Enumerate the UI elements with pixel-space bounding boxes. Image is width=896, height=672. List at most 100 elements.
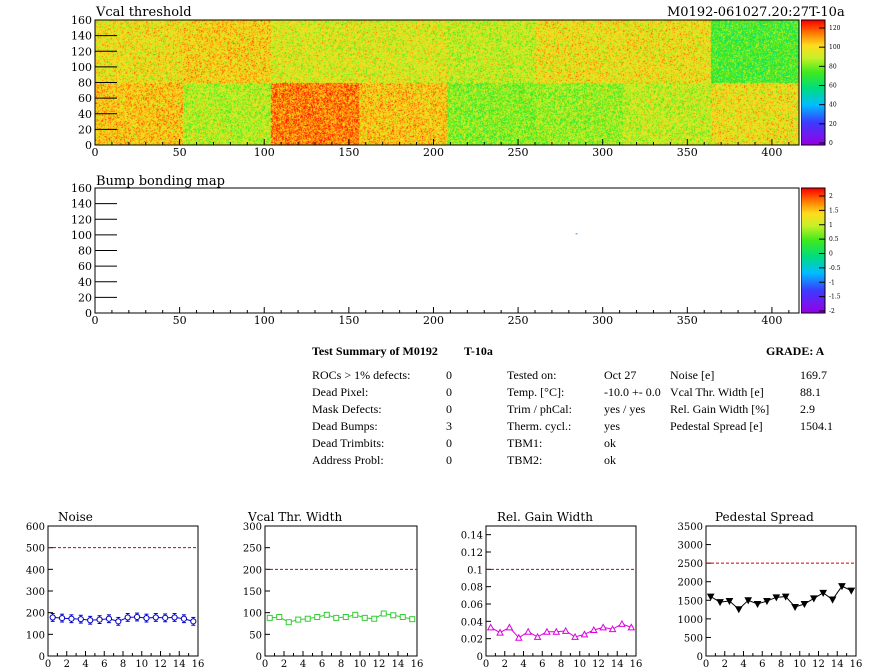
x-tick-label: 10 (135, 659, 148, 670)
x-tick-label: 12 (154, 659, 167, 670)
defect-label: Dead Trimbits: (312, 436, 385, 450)
y-tick-label: 400 (26, 565, 45, 576)
data-point (409, 616, 416, 623)
defect-label: Address Probl: (312, 453, 384, 467)
data-point (734, 606, 743, 614)
y-tick-label: 20 (78, 291, 92, 304)
run-label: M0192-061027.20:27T-10a (667, 5, 845, 20)
y-tick-label: 300 (26, 587, 45, 598)
data-point (333, 614, 340, 621)
palette-tick-label: -1.5 (829, 294, 841, 301)
grade-label: GRADE: A (766, 344, 825, 358)
series-line (490, 623, 632, 639)
y-tick-label: 140 (71, 30, 92, 43)
x-tick-label: 0 (703, 659, 709, 670)
x-tick-label: 350 (677, 314, 698, 327)
condition-value: ok (604, 436, 616, 450)
y-tick-label: 2500 (678, 559, 703, 570)
palette-tick-label: 0 (829, 140, 833, 147)
y-tick-label: 100 (71, 61, 92, 74)
data-point (580, 630, 589, 638)
y-tick-label: 0.06 (461, 600, 483, 611)
measurement-value: 169.7 (800, 368, 827, 382)
y-tick-label: 0.1 (467, 565, 483, 576)
data-point (171, 614, 178, 621)
x-tick-label: 2 (64, 659, 70, 670)
bump-bonding-axes: 0 50 100 150 200 250 300 350 4000204060801001201… (71, 182, 800, 327)
data-point (390, 612, 397, 619)
summary-temp-label: T-10a (464, 344, 493, 358)
data-point (772, 594, 781, 602)
defect-label: Dead Bumps: (312, 419, 378, 433)
data-point (266, 614, 273, 621)
test-summary: Test Summary of M0192 T-10a GRADE: A ROC… (312, 344, 852, 474)
data-point (781, 593, 790, 601)
data-point (285, 619, 292, 626)
series-line (269, 613, 413, 623)
data-point (706, 593, 715, 601)
y-tick-label: 40 (78, 108, 92, 121)
condition-label: Temp. [°C]: (507, 385, 565, 399)
data-point (314, 614, 321, 620)
data-point (561, 626, 570, 634)
chart-title: Vcal Thr. Width (247, 510, 342, 524)
palette-tick-label: -2 (829, 308, 835, 315)
defect-label: ROCs > 1% defects: (312, 368, 411, 382)
data-point (505, 623, 514, 631)
condition-label: TBM2: (507, 453, 543, 467)
palette-tick-label: -1 (829, 279, 835, 286)
x-tick-label: 300 (592, 314, 613, 327)
data-point (180, 615, 188, 622)
data-point (800, 601, 809, 609)
x-tick-label: 0 (483, 659, 489, 670)
defect-value: 0 (446, 453, 452, 467)
y-tick-label: 160 (71, 14, 92, 27)
x-tick-label: 4 (300, 659, 306, 670)
measurement-value: 2.9 (800, 402, 815, 416)
x-tick-label: 200 (423, 146, 444, 159)
data-point (323, 611, 330, 618)
y-tick-label: 300 (243, 522, 262, 533)
y-tick-label: 120 (71, 213, 92, 226)
measurement-label: Pedestal Spread [e] (670, 419, 763, 433)
x-tick-label: 150 (338, 146, 359, 159)
y-tick-label: 0.02 (461, 635, 483, 646)
x-tick-label: 8 (338, 659, 344, 670)
data-point (152, 614, 159, 621)
y-tick-label: 200 (243, 565, 262, 576)
series-line (710, 585, 852, 610)
x-tick-label: 0 (92, 146, 99, 159)
data-point (716, 599, 724, 607)
x-tick-label: 10 (573, 659, 586, 670)
measurement-label: Noise [e] (670, 368, 715, 382)
measurement-value: 1504.1 (800, 419, 833, 433)
defect-value: 3 (446, 419, 452, 433)
data-point (496, 628, 504, 636)
y-tick-label: 250 (243, 544, 262, 555)
palette-tick-label: 100 (829, 44, 841, 51)
x-tick-label: 12 (592, 659, 605, 670)
data-point (819, 589, 828, 597)
defect-label: Dead Pixel: (312, 385, 369, 399)
y-tick-label: 1000 (678, 615, 703, 626)
palette-tick-label: 20 (829, 121, 837, 128)
y-tick-label: 100 (243, 609, 262, 620)
chart-1: Vcal Thr. Width 0 2 4 6 8 10 12 14 16 0 50 100 150 200… (243, 510, 423, 670)
y-tick-label: 40 (78, 276, 92, 289)
chart-title: Rel. Gain Width (497, 510, 593, 524)
vcal-threshold-palette-axis: 120 100 80 60 40 20 0 (801, 19, 841, 147)
chart-title: Noise (58, 510, 93, 524)
y-tick-label: 20 (78, 123, 92, 136)
x-tick-label: 100 (254, 146, 275, 159)
vcal-threshold-heatmap (95, 20, 799, 145)
data-point (552, 627, 561, 635)
x-tick-label: 250 (508, 314, 529, 327)
y-tick-label: 0 (697, 652, 703, 663)
condition-value: Oct 27 (604, 368, 637, 382)
palette-tick-label: 1 (829, 222, 833, 229)
data-point (763, 598, 771, 606)
chart-3: Pedestal Spread 0 2 4 6 8 10 12 14 16 0 500 1000 1500… (678, 510, 863, 670)
data-point (124, 614, 131, 621)
data-point (371, 615, 378, 622)
data-point (753, 601, 762, 609)
